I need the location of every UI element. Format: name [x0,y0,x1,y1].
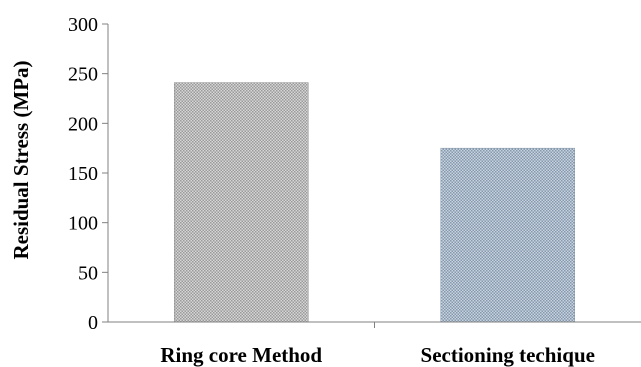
y-tick-label: 0 [88,312,98,334]
bar-1 [440,147,575,323]
y-axis-title: Residual Stress (MPa) [9,60,33,259]
x-axis-labels: Ring core Method Sectioning techique [160,343,595,367]
bar-0 [174,82,309,323]
y-tick-label: 100 [68,213,98,235]
y-tick-label: 200 [68,113,98,135]
y-tick-label: 250 [68,64,98,86]
y-tick-label: 300 [68,14,98,36]
y-axis-ticks: 0 50 100 150 200 250 300 [68,14,108,334]
y-tick-label: 150 [68,163,98,185]
x-category-label: Ring core Method [160,343,322,367]
x-category-label: Sectioning techique [421,343,595,367]
bars [174,82,575,323]
y-tick-label: 50 [78,262,98,284]
